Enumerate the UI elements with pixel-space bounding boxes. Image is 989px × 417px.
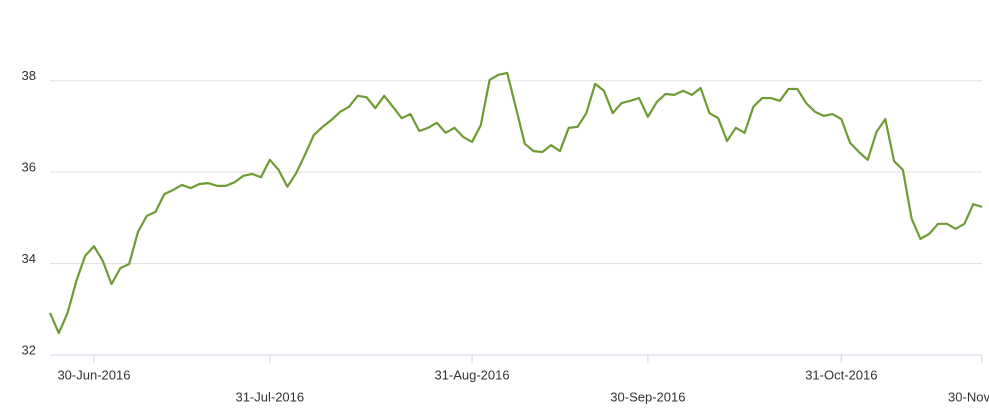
x-tick-label: 31-Jul-2016 bbox=[235, 389, 304, 404]
line-series bbox=[48, 71, 983, 335]
x-tick-label: 31-Oct-2016 bbox=[805, 367, 877, 382]
x-tick-label: 30-Sep-2016 bbox=[610, 389, 685, 404]
y-tick-label: 34 bbox=[22, 251, 36, 266]
y-tick-label: 36 bbox=[22, 160, 36, 175]
y-tick-label: 32 bbox=[22, 342, 36, 357]
x-tick-label: 30-Jun-2016 bbox=[57, 367, 130, 382]
x-tick-label: 31-Aug-2016 bbox=[434, 367, 509, 382]
y-tick-label: 38 bbox=[22, 68, 36, 83]
x-tick-label: 30-Nov-201 bbox=[948, 389, 989, 404]
